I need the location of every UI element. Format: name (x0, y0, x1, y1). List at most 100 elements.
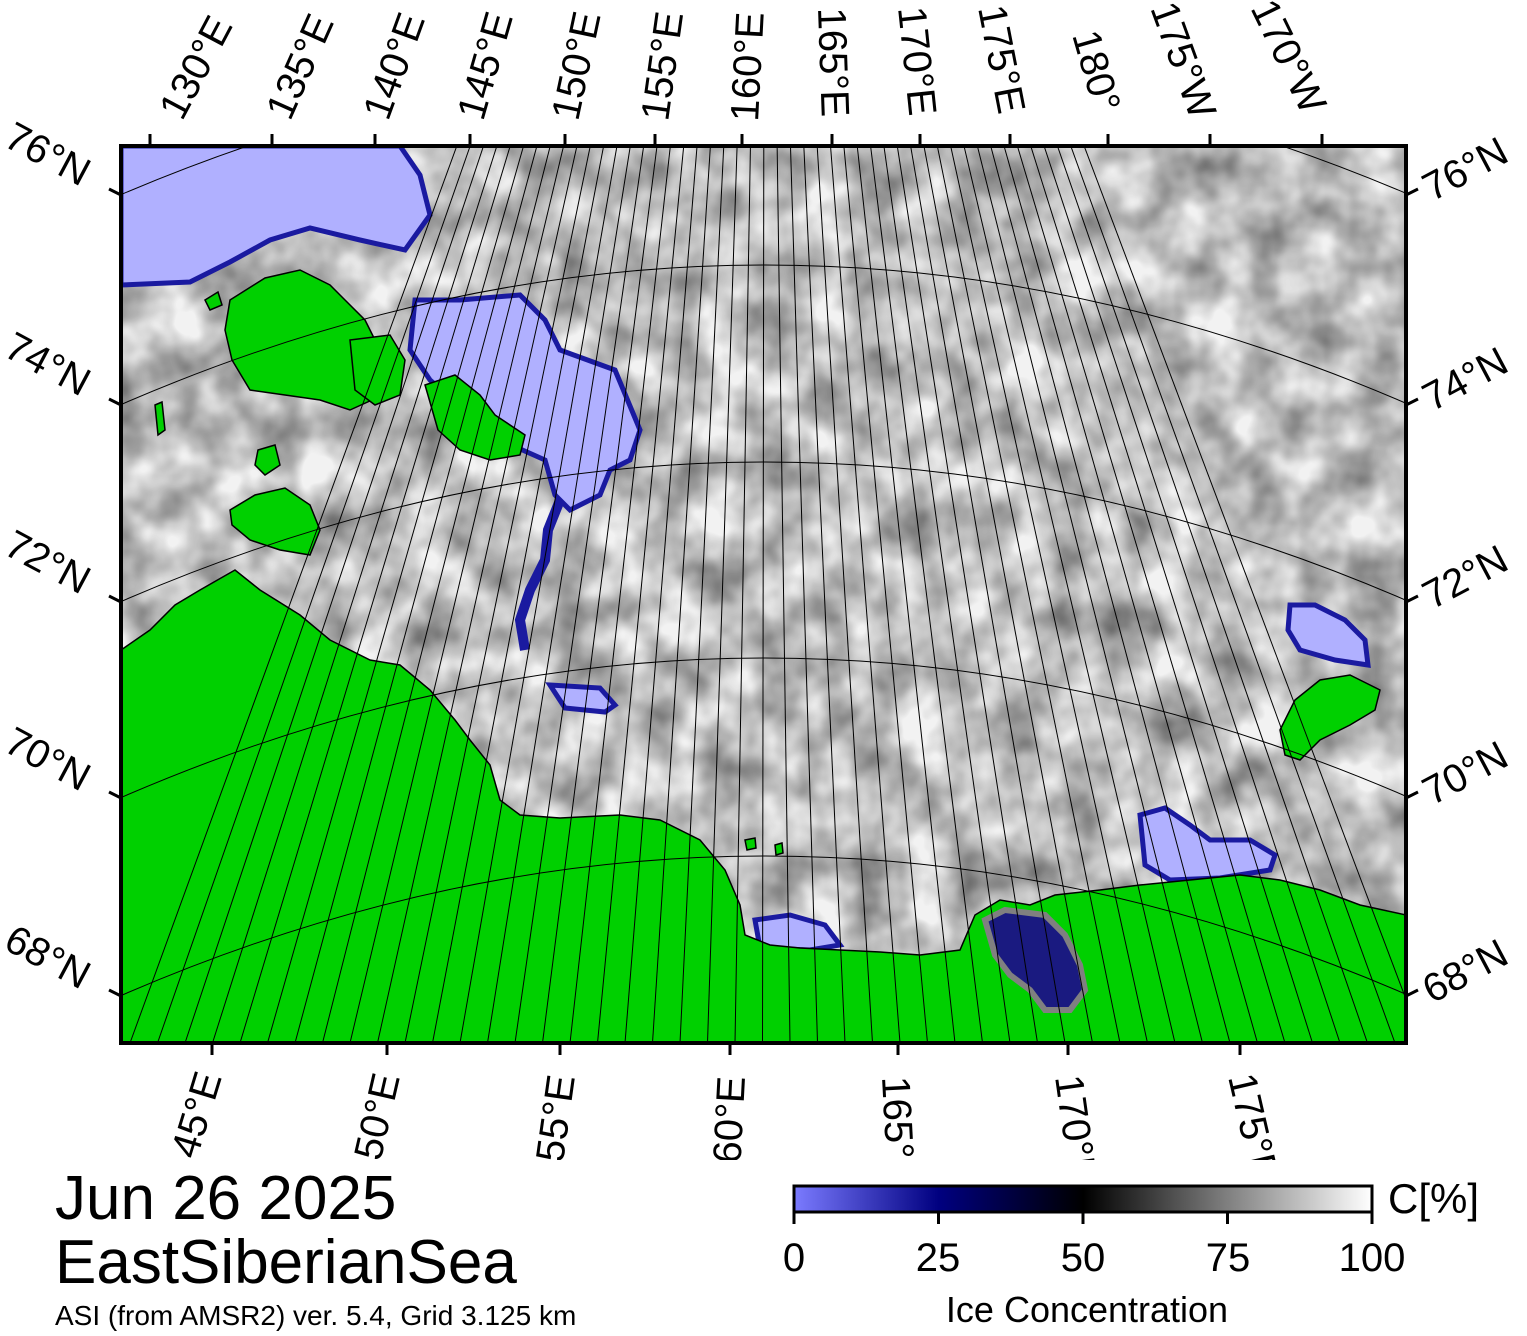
colorbar-tick-label-75: 75 (1205, 1236, 1251, 1280)
date-label: Jun 26 2025 (55, 1164, 397, 1233)
source-label: ASI (from AMSR2) ver. 5.4, Grid 3.125 km (55, 1300, 577, 1331)
meridian-line (404, 146, 591, 1043)
left-lat-label-72: 72°N (0, 522, 97, 603)
meridian-line (624, 146, 698, 1043)
mainland-siberia (121, 569, 1406, 1043)
top-lon-label-180: 180° (1063, 25, 1128, 117)
meridian-line (377, 146, 578, 1043)
left-lat-label-74: 74°N (0, 324, 97, 405)
meridian-line (896, 146, 1038, 1043)
meridian-line (870, 146, 983, 1043)
meridian-line (830, 146, 901, 1043)
meridian-line (652, 146, 711, 1043)
meridian-line (734, 146, 751, 1043)
meridian-line (856, 146, 956, 1043)
meridian-line (157, 146, 471, 1043)
ice-patch-wrangel-north (1285, 602, 1371, 668)
small-island-a (254, 444, 281, 476)
left-lat-label-68: 68°N (0, 917, 97, 998)
bottom-longitude-labels: 145°E 150°E 155°E 160°E 165°E 170°E 175°… (157, 1067, 1287, 1160)
meridian-line (843, 146, 928, 1043)
parallel-68n (121, 855, 1406, 997)
meridian-line (212, 146, 498, 1043)
meridian-line (487, 146, 631, 1043)
left-lat-label-70: 70°N (0, 719, 97, 800)
left-latitude-labels: 76°N 74°N 72°N 70°N 68°N (0, 114, 97, 998)
meridian-line (963, 146, 1176, 1043)
meridian-line (1070, 146, 1396, 1043)
colorbar-tick-label-50: 50 (1060, 1236, 1106, 1280)
meridians (129, 146, 1406, 1043)
meridian-line (1043, 146, 1341, 1043)
top-lon-label-145e: 145°E (449, 7, 521, 124)
bottom-lon-label-160e: 160°E (704, 1075, 754, 1160)
right-lat-label-72: 72°N (1416, 537, 1516, 618)
parallel-72n (121, 461, 1406, 603)
right-lat-label-76: 76°N (1416, 129, 1516, 210)
meridian-line (990, 146, 1231, 1043)
right-lat-label-74: 74°N (1416, 339, 1516, 420)
faddeyevsky-island (349, 334, 406, 406)
colorbar-title: Ice Concentration (945, 1289, 1229, 1330)
top-lon-label-130e: 130°E (151, 9, 241, 126)
colorbar-ticks (792, 1212, 1374, 1224)
meridian-line (776, 146, 791, 1043)
meridian-line (1030, 146, 1313, 1043)
top-lon-label-170e: 170°E (889, 4, 944, 117)
frame-tick (108, 790, 122, 800)
small-island-b (154, 400, 166, 437)
top-lon-label-140e: 140°E (355, 7, 434, 125)
meridian-line (936, 146, 1121, 1043)
meridian-line (294, 146, 538, 1043)
ice-patch-mid (545, 682, 619, 715)
right-lat-label-68: 68°N (1416, 931, 1516, 1012)
frame-tick (1405, 187, 1419, 197)
frame-tick (108, 988, 122, 998)
meridian-line (803, 146, 846, 1043)
meridian-line (1056, 146, 1368, 1043)
right-latitude-labels: 76°N 74°N 72°N 70°N 68°N (1416, 129, 1516, 1012)
bottom-lon-label-170e: 170°E (1046, 1072, 1105, 1160)
new-siberia-island (424, 374, 526, 461)
small-island-c (204, 290, 223, 311)
right-lat-label-70: 70°N (1416, 733, 1516, 814)
meridian-line (976, 146, 1203, 1043)
frame-tick (108, 397, 122, 407)
left-lat-label-76: 76°N (0, 114, 97, 195)
meridian-line (322, 146, 551, 1043)
top-lon-label-175w: 175°W (1142, 0, 1225, 125)
colorbar-unit: C[%] (1388, 1175, 1480, 1222)
meridian-line (816, 146, 873, 1043)
meridian-line (569, 146, 671, 1043)
frame-tick (1405, 790, 1419, 800)
meridian-line (762, 146, 765, 1043)
meridian-line (679, 146, 725, 1043)
bottom-lon-label-165e: 165°E (873, 1075, 923, 1160)
parallel-74n (121, 264, 1406, 406)
colorbar-gradient (792, 1184, 1374, 1214)
frame-tick (108, 187, 122, 197)
meridian-line (707, 146, 738, 1043)
meridian-line (597, 146, 685, 1043)
top-lon-label-155e: 155°E (633, 9, 692, 123)
meridian-line (910, 146, 1066, 1043)
wrangel-island (1279, 674, 1381, 761)
top-lon-label-165e: 165°E (809, 7, 857, 118)
meridian-line (542, 146, 658, 1043)
parallel-70n (121, 657, 1406, 799)
bear-island-b (774, 842, 784, 856)
top-lon-label-135e: 135°E (258, 8, 343, 126)
meridian-line (923, 146, 1093, 1043)
top-longitude-labels: 130°E 135°E 140°E 145°E 150°E 155°E 160°… (151, 0, 1334, 126)
meridian-line (789, 146, 818, 1043)
map-frame (119, 144, 1408, 1045)
meridian-line (1016, 146, 1286, 1043)
meridian-line (349, 146, 565, 1043)
meridian-line (267, 146, 525, 1043)
frame-tick (108, 594, 122, 604)
meridian-line (514, 146, 645, 1043)
frame-ticks (108, 134, 1419, 1055)
top-lon-label-175e: 175°E (969, 1, 1033, 117)
ice-tongue (514, 498, 565, 651)
meridian-line (184, 146, 485, 1043)
